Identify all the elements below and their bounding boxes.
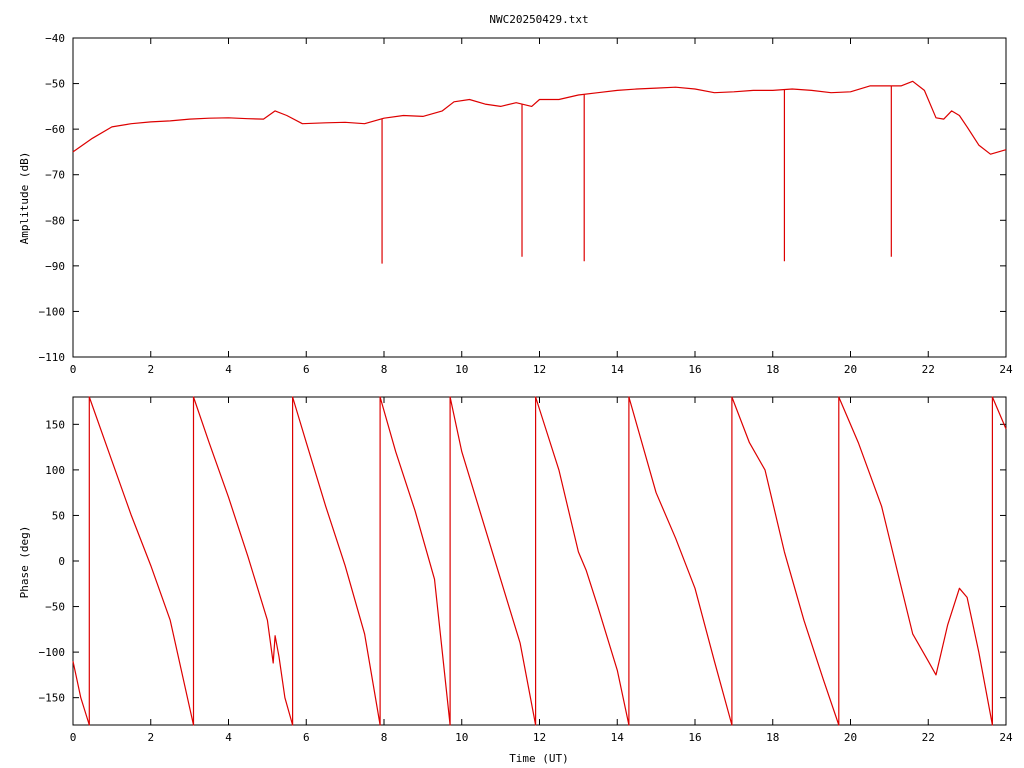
phase-panel: 0 2 4 6 8 10 12 14 16 18 20 22 24150100500−50−100−15… xyxy=(18,396,1013,765)
x-tick-label: 8 xyxy=(381,731,388,744)
x-tick-label: 2 xyxy=(147,363,154,376)
phase-axis-ticks: 0 2 4 6 8 10 12 14 16 18 20 22 24150100500−50−100−15… xyxy=(39,397,1013,744)
y-tick-label: 50 xyxy=(52,509,65,522)
y-tick-label: −150 xyxy=(39,692,66,705)
x-tick-label: 16 xyxy=(688,363,701,376)
amplitude-y-axis-label: Amplitude (dB) xyxy=(18,152,31,245)
y-tick-label: −90 xyxy=(45,260,65,273)
x-tick-label: 16 xyxy=(688,731,701,744)
y-tick-label: −50 xyxy=(45,601,65,614)
y-tick-label: −80 xyxy=(45,214,65,227)
x-tick-label: 0 xyxy=(70,363,77,376)
x-tick-label: 10 xyxy=(455,363,468,376)
y-tick-label: −100 xyxy=(39,305,66,318)
x-tick-label: 14 xyxy=(611,731,625,744)
amplitude-panel: 0 2 4 6 8 10 12 14 16 18 20 22 24−40−50−60−70−80−90−… xyxy=(18,32,1013,376)
x-tick-label: 10 xyxy=(455,731,468,744)
phase-series xyxy=(72,396,1007,726)
x-tick-label: 24 xyxy=(999,363,1013,376)
amplitude-plot-frame xyxy=(72,37,1007,358)
x-tick-label: 0 xyxy=(70,731,77,744)
y-tick-label: −50 xyxy=(45,78,65,91)
amplitude-axis-ticks: 0 2 4 6 8 10 12 14 16 18 20 22 24−40−50−60−70−80−90−… xyxy=(39,32,1013,376)
y-tick-label: −60 xyxy=(45,123,65,136)
time-x-axis-label: Time (UT) xyxy=(509,752,569,765)
y-tick-label: −70 xyxy=(45,169,65,182)
x-tick-label: 18 xyxy=(766,731,779,744)
x-tick-label: 18 xyxy=(766,363,779,376)
x-tick-label: 22 xyxy=(922,363,935,376)
y-tick-label: 150 xyxy=(45,418,65,431)
x-tick-label: 4 xyxy=(225,731,232,744)
phase-series-line xyxy=(72,396,1007,726)
y-tick-label: −110 xyxy=(39,351,66,364)
x-tick-label: 20 xyxy=(844,731,857,744)
y-tick-label: −40 xyxy=(45,32,65,45)
x-tick-label: 6 xyxy=(303,731,310,744)
y-tick-label: 0 xyxy=(58,555,65,568)
x-tick-label: 2 xyxy=(147,731,154,744)
x-tick-label: 12 xyxy=(533,363,546,376)
x-tick-label: 12 xyxy=(533,731,546,744)
x-tick-label: 14 xyxy=(611,363,625,376)
y-tick-label: 100 xyxy=(45,464,65,477)
phase-plot-frame xyxy=(72,396,1007,726)
x-tick-label: 24 xyxy=(999,731,1013,744)
x-tick-label: 6 xyxy=(303,363,310,376)
y-tick-label: −100 xyxy=(39,646,66,659)
x-tick-label: 8 xyxy=(381,363,388,376)
x-tick-label: 22 xyxy=(922,731,935,744)
amplitude-series xyxy=(72,80,1007,264)
x-tick-label: 4 xyxy=(225,363,232,376)
amplitude-series-line xyxy=(72,80,1007,155)
x-tick-label: 20 xyxy=(844,363,857,376)
phase-y-axis-label: Phase (deg) xyxy=(18,526,31,599)
chart-title: NWC20250429.txt xyxy=(489,13,588,26)
